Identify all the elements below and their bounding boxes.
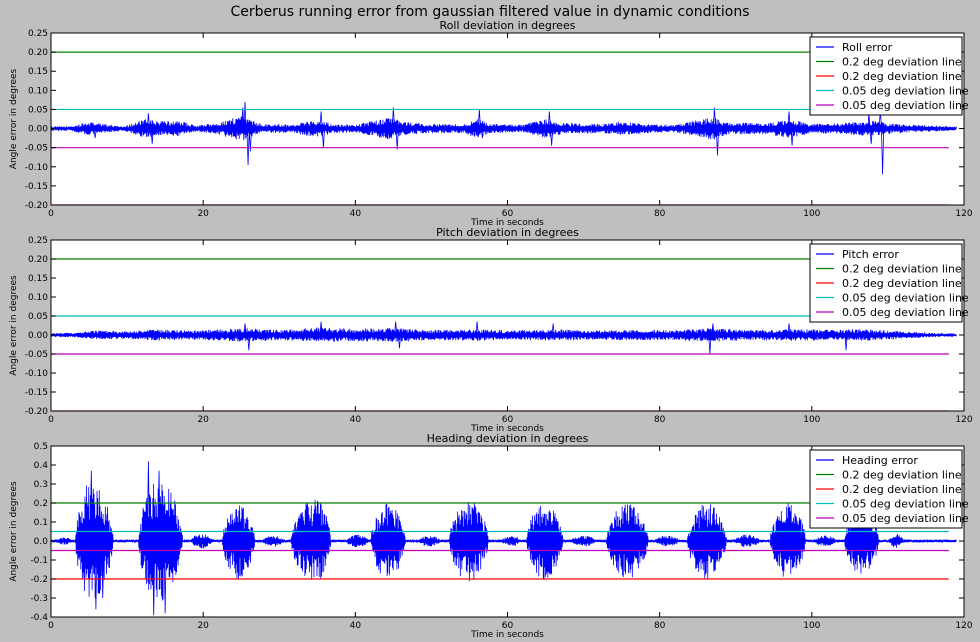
y-tick-label: -0.1 [30, 556, 48, 566]
legend-label: 0.2 deg deviation line [842, 469, 962, 482]
y-tick-label: 0.00 [28, 331, 48, 341]
y-tick-label: 0.3 [34, 480, 48, 490]
legend-label: 0.2 deg deviation line [842, 277, 962, 290]
x-tick-label: 100 [803, 415, 820, 425]
legend-label: 0.2 deg deviation line [842, 56, 962, 69]
x-tick-label: 20 [197, 415, 209, 425]
x-tick-label: 120 [955, 209, 972, 219]
x-tick-label: 80 [654, 415, 666, 425]
legend-label: Heading error [842, 454, 918, 467]
x-axis-label: Time in seconds [470, 424, 544, 434]
legend-label: 0.05 deg deviation line [842, 99, 969, 112]
legend-label: 0.05 deg deviation line [842, 306, 969, 319]
y-tick-label: 0.20 [28, 48, 48, 58]
x-tick-label: 20 [197, 621, 209, 631]
y-tick-label: -0.05 [25, 144, 48, 154]
y-tick-label: 0.1 [34, 518, 48, 528]
y-tick-label: -0.10 [25, 369, 49, 379]
x-tick-label: 120 [955, 415, 972, 425]
y-tick-label: -0.4 [30, 613, 48, 623]
y-tick-label: 0.20 [28, 255, 48, 265]
x-tick-label: 0 [48, 621, 54, 631]
y-tick-label: 0.4 [34, 461, 49, 471]
y-tick-label: -0.15 [25, 388, 48, 398]
subplot-heading: 0 20 40 60 80 100 120 -0.4 -0.3 -0.2 -0.1 0.0 0.1 0.2… [9, 432, 973, 640]
subplot-pitch: 0 20 40 60 80 100 120 -0.20 -0.15 -0.10 -0.05 0.00 0… [9, 226, 973, 434]
x-tick-label: 60 [502, 621, 514, 631]
y-tick-label: 0.2 [34, 499, 48, 509]
legend-label: Pitch error [842, 248, 899, 261]
x-tick-label: 60 [502, 415, 514, 425]
y-tick-label: 0.0 [34, 537, 49, 547]
y-axis-label: Angle error in degrees [9, 68, 19, 169]
y-tick-label: 0.05 [28, 105, 48, 115]
x-tick-label: 0 [48, 209, 54, 219]
y-tick-label: 0.15 [28, 67, 48, 77]
subplot-roll: 0 20 40 60 80 100 120 -0.20 -0.15 -0.10 -0.05 0.00 0… [9, 19, 973, 228]
legend-label: Roll error [842, 41, 893, 54]
legend-label: 0.2 deg deviation line [842, 483, 962, 496]
x-tick-label: 100 [803, 209, 820, 219]
y-tick-label: 0.05 [28, 312, 48, 322]
y-tick-label: -0.10 [25, 163, 49, 173]
legend-box [809, 36, 963, 116]
legend-label: 0.05 deg deviation line [842, 292, 969, 305]
y-axis-label: Angle error in degrees [9, 481, 19, 582]
x-tick-label: 0 [48, 415, 54, 425]
y-tick-label: -0.05 [25, 350, 48, 360]
x-tick-label: 20 [197, 209, 209, 219]
y-tick-label: 0.25 [28, 236, 48, 246]
legend-label: 0.05 deg deviation line [842, 85, 969, 98]
y-tick-label: -0.3 [30, 594, 48, 604]
y-tick-label: 0.00 [28, 125, 48, 135]
legend-box [809, 243, 963, 323]
figure-title: Cerberus running error from gaussian fil… [230, 4, 750, 20]
legend-label: 0.2 deg deviation line [842, 70, 962, 83]
legend-box [809, 449, 963, 529]
x-tick-label: 80 [654, 621, 666, 631]
subplot-title: Roll deviation in degrees [440, 19, 576, 32]
y-tick-label: 0.15 [28, 274, 48, 284]
x-tick-label: 100 [803, 621, 820, 631]
y-tick-label: 0.10 [28, 293, 48, 303]
y-tick-label: 0.5 [34, 442, 48, 452]
subplot-title: Pitch deviation in degrees [436, 226, 579, 239]
x-tick-label: 120 [955, 621, 972, 631]
y-tick-label: -0.20 [25, 201, 49, 211]
x-tick-label: 40 [350, 209, 362, 219]
y-tick-label: 0.10 [28, 86, 48, 96]
x-tick-label: 40 [350, 621, 362, 631]
y-tick-label: 0.25 [28, 29, 48, 39]
x-tick-label: 40 [350, 415, 362, 425]
y-tick-label: -0.2 [30, 575, 48, 585]
subplot-title: Heading deviation in degrees [427, 432, 589, 445]
y-tick-label: -0.15 [25, 182, 48, 192]
legend-label: 0.05 deg deviation line [842, 498, 969, 511]
x-tick-label: 80 [654, 209, 666, 219]
x-axis-label: Time in seconds [470, 218, 544, 228]
legend-label: 0.2 deg deviation line [842, 263, 962, 276]
x-axis-label: Time in seconds [470, 630, 544, 640]
legend-label: 0.05 deg deviation line [842, 512, 969, 525]
y-axis-label: Angle error in degrees [9, 275, 19, 376]
x-tick-label: 60 [502, 209, 514, 219]
series-line-heading-error [51, 461, 957, 616]
y-tick-label: -0.20 [25, 407, 49, 417]
